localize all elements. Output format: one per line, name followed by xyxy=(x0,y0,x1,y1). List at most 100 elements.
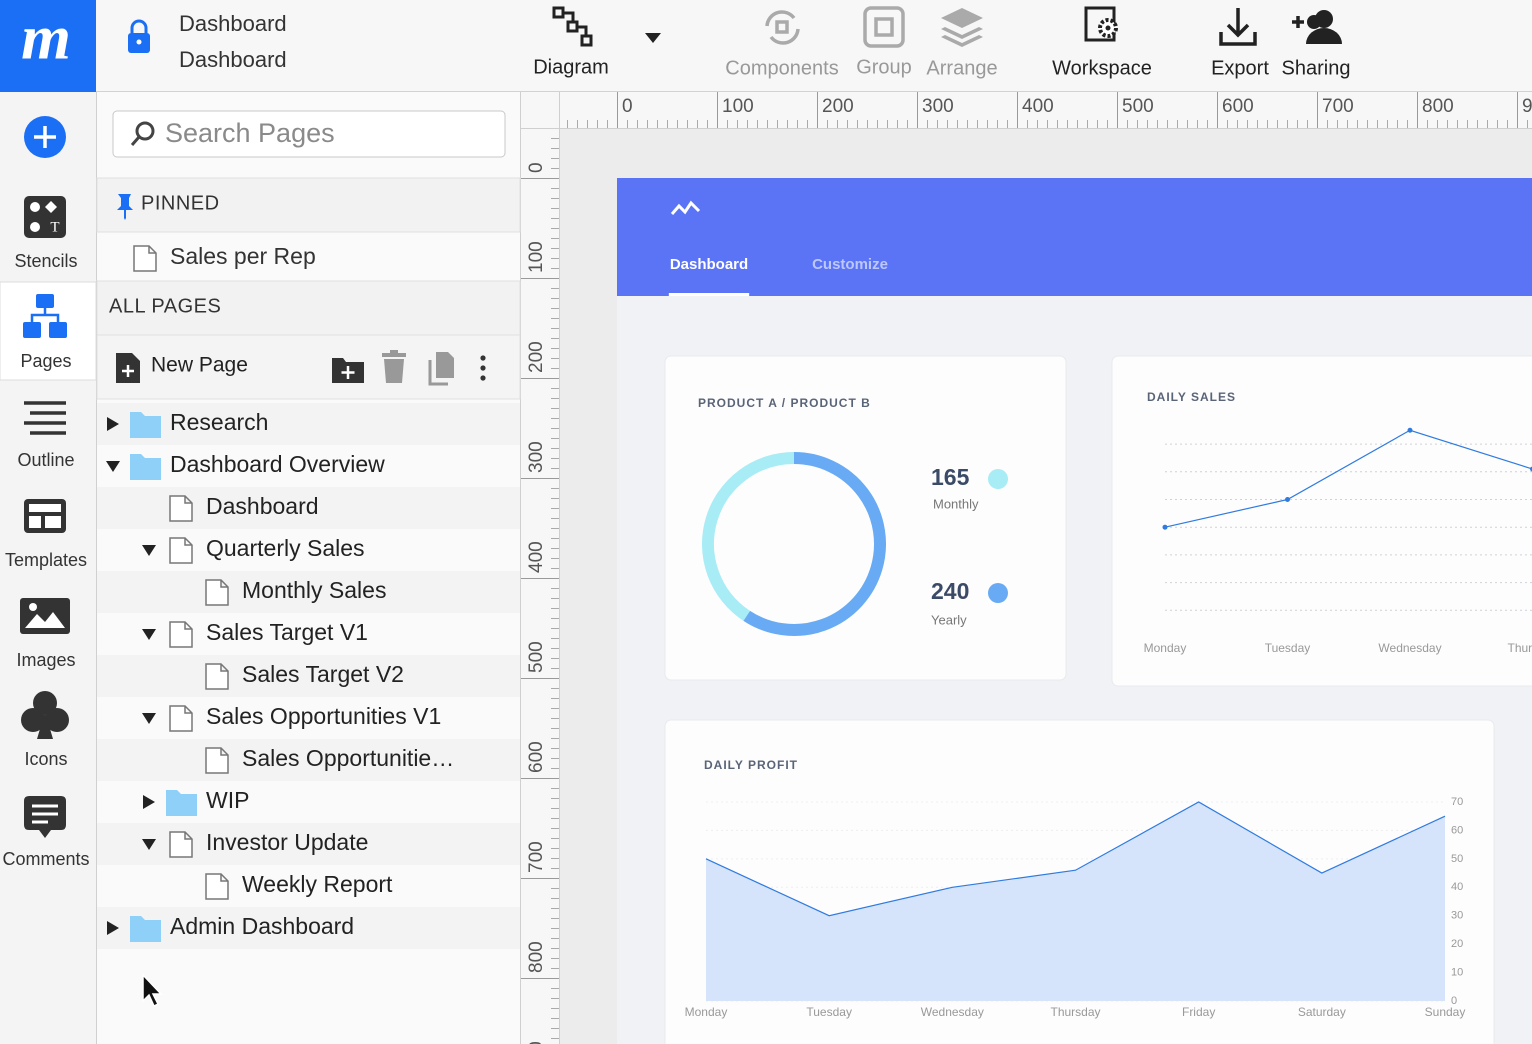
ruler-ticks: 0 100 200 300 400 500 600 700 800 900 xyxy=(521,162,559,1044)
tree-label[interactable]: Sales Target V2 xyxy=(242,661,404,687)
tree-row[interactable] xyxy=(97,613,520,655)
tree-label[interactable]: Sales Opportunities V1 xyxy=(206,703,441,729)
pinned-page[interactable]: Sales per Rep xyxy=(170,243,316,269)
dropdown-arrow[interactable] xyxy=(645,33,661,43)
tree-label[interactable]: Sales Target V1 xyxy=(206,619,368,645)
tree-row[interactable] xyxy=(97,571,520,613)
legend-value: 240 xyxy=(931,578,969,604)
tree-row[interactable] xyxy=(97,781,520,823)
expand-arrow[interactable] xyxy=(142,839,156,850)
pinned-row[interactable] xyxy=(97,233,520,281)
expand-arrow[interactable] xyxy=(142,545,156,556)
comments-icon xyxy=(24,796,66,838)
tree-row[interactable] xyxy=(97,907,520,949)
tree-row[interactable] xyxy=(97,487,520,529)
sidebar-label[interactable]: Templates xyxy=(5,550,87,570)
line xyxy=(705,801,1446,917)
logo-icon xyxy=(670,200,701,215)
templates-icon xyxy=(24,499,66,533)
y-tick-label: 30 xyxy=(1451,910,1463,922)
expand-arrow[interactable] xyxy=(142,629,156,640)
toolbar-label[interactable]: Workspace xyxy=(1052,57,1152,79)
page-title: Dashboard xyxy=(179,47,287,72)
toolbar-label[interactable]: Diagram xyxy=(533,56,609,78)
stencils-icon: T xyxy=(24,196,66,238)
tree-row[interactable] xyxy=(97,655,520,697)
page-icon xyxy=(169,705,193,732)
ruler-label: 200 xyxy=(526,341,547,373)
new-page-button[interactable]: New Page xyxy=(151,354,248,377)
delete-icon[interactable] xyxy=(382,350,406,383)
expand-arrow[interactable] xyxy=(142,713,156,724)
tree-row[interactable] xyxy=(97,403,520,445)
new-page-icon[interactable] xyxy=(116,353,140,383)
logo-box[interactable] xyxy=(0,0,96,92)
duplicate-icon[interactable] xyxy=(428,352,454,386)
tree-row[interactable] xyxy=(97,739,520,781)
document-title: Dashboard xyxy=(179,11,287,36)
search-box[interactable] xyxy=(112,110,506,158)
expand-arrow[interactable] xyxy=(106,461,120,472)
more-icon[interactable] xyxy=(480,355,486,381)
x-tick-label: Thursday xyxy=(1507,641,1532,655)
new-folder-icon[interactable] xyxy=(332,358,364,383)
folder-icon xyxy=(130,916,161,942)
chart-title: DAILY PROFIT xyxy=(704,758,798,772)
lock-icon[interactable] xyxy=(128,19,150,53)
section-label: PINNED xyxy=(141,192,220,214)
toolbar-label[interactable]: Arrange xyxy=(926,57,997,79)
tree-row[interactable] xyxy=(97,529,520,571)
expand-arrow[interactable] xyxy=(143,795,155,809)
add-button[interactable] xyxy=(24,116,66,158)
tree-label[interactable]: Quarterly Sales xyxy=(206,535,365,561)
toolbar-label[interactable]: Export xyxy=(1211,57,1269,79)
toolbar-label[interactable]: Sharing xyxy=(1282,57,1351,79)
x-tick-label: Wednesday xyxy=(1378,641,1441,655)
sidebar-label[interactable]: Icons xyxy=(24,749,67,769)
toolbar-label[interactable]: Group xyxy=(856,56,912,78)
tree-label[interactable]: Research xyxy=(170,409,268,435)
folder-icon xyxy=(130,412,161,438)
tree-label[interactable]: WIP xyxy=(206,787,249,813)
active-tab-underline xyxy=(668,293,750,296)
dashboard-tab[interactable]: Dashboard xyxy=(670,256,748,273)
ruler-label: 300 xyxy=(922,96,954,117)
page-icon xyxy=(169,621,193,648)
y-tick-label: 20 xyxy=(1451,938,1463,950)
pages-icon xyxy=(23,294,67,338)
tree-row[interactable] xyxy=(97,697,520,739)
dashboard-tab[interactable]: Customize xyxy=(812,256,888,273)
tree-label[interactable]: Sales Opportunitie… xyxy=(242,745,454,771)
tree-label[interactable]: Dashboard Overview xyxy=(170,451,385,477)
tree-label[interactable]: Investor Update xyxy=(206,829,368,855)
sidebar-label[interactable]: Images xyxy=(16,650,75,670)
charts: Monday Tuesday Wednesday Thursday 0 10 20 30 40 5… xyxy=(685,427,1532,1019)
sidebar-label[interactable]: Outline xyxy=(17,450,74,470)
top-bar xyxy=(0,0,1532,92)
tree-row[interactable] xyxy=(97,445,520,487)
tree-label[interactable]: Weekly Report xyxy=(242,871,393,897)
legend-swatch xyxy=(988,469,1008,489)
dashboard-header xyxy=(617,178,1532,296)
area xyxy=(706,802,1445,1001)
y-tick-label: 50 xyxy=(1451,853,1463,865)
tree-label[interactable]: Admin Dashboard xyxy=(170,913,354,939)
expand-arrow[interactable] xyxy=(107,417,119,431)
sidebar-label[interactable]: Comments xyxy=(2,849,89,869)
page-icon xyxy=(169,537,193,564)
donut-segment xyxy=(702,452,795,621)
ruler-label: 100 xyxy=(526,241,547,273)
ruler-label: 400 xyxy=(1022,96,1054,117)
tree-label[interactable]: Dashboard xyxy=(206,493,319,519)
ruler-label: 500 xyxy=(1122,96,1154,117)
expand-arrow[interactable] xyxy=(107,921,119,935)
tree-row[interactable] xyxy=(97,823,520,865)
sidebar-label[interactable]: Stencils xyxy=(14,251,77,271)
tree-label[interactable]: Monthly Sales xyxy=(242,577,386,603)
sidebar-label[interactable]: Pages xyxy=(20,351,71,371)
icons-icon xyxy=(21,691,69,739)
ruler-label: 600 xyxy=(1222,96,1254,117)
line xyxy=(1164,429,1532,528)
tree-row[interactable] xyxy=(97,865,520,907)
toolbar-label[interactable]: Components xyxy=(725,57,838,79)
